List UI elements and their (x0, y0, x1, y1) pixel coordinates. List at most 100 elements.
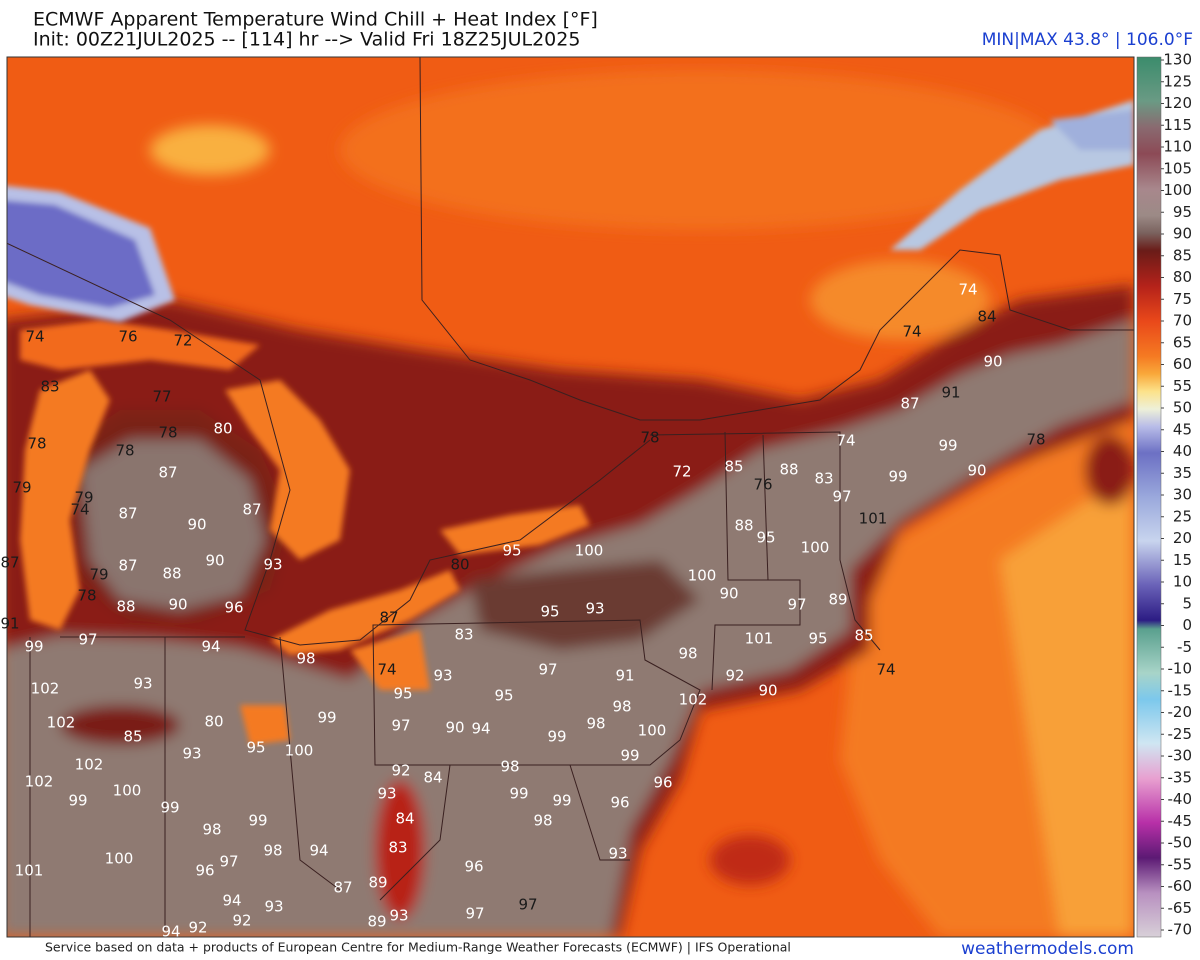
point-label: 85 (123, 728, 142, 746)
brand: weathermodels.com (961, 939, 1134, 959)
point-label: 97 (832, 488, 851, 506)
point-label: 95 (502, 542, 521, 560)
point-label: 94 (222, 892, 241, 910)
point-label: 87 (333, 879, 352, 897)
point-label: 74 (902, 323, 921, 341)
point-label: 99 (68, 792, 87, 810)
point-label: 99 (888, 468, 907, 486)
point-label: 90 (719, 585, 738, 603)
point-label: 95 (246, 739, 265, 757)
map (7, 57, 1134, 937)
point-label: 74 (25, 328, 44, 346)
point-label: 96 (195, 862, 214, 880)
colorbar-label: 10 (1173, 573, 1192, 591)
point-label: 89 (828, 591, 847, 609)
point-label: 87 (900, 395, 919, 413)
field (7, 70, 1134, 937)
colorbar-label: -55 (1168, 855, 1193, 873)
footer-credit: Service based on data + products of Euro… (45, 940, 791, 955)
point-label: 99 (938, 437, 957, 455)
point-label: 85 (854, 627, 873, 645)
point-label: 74 (876, 661, 895, 679)
point-label: 100 (113, 782, 142, 800)
point-label: 92 (391, 762, 410, 780)
point-label: 79 (74, 489, 93, 507)
point-label: 95 (540, 603, 559, 621)
point-label: 78 (1026, 431, 1045, 449)
point-label: 83 (40, 378, 59, 396)
colorbar-label: 125 (1163, 72, 1192, 90)
colorbar-label: 40 (1173, 442, 1192, 460)
point-label: 87 (118, 557, 137, 575)
point-label: 79 (12, 479, 31, 497)
point-label: 93 (585, 600, 604, 618)
point-label: 98 (586, 715, 605, 733)
colorbar-label: 100 (1163, 181, 1192, 199)
point-label: 99 (24, 638, 43, 656)
colorbar-label: 5 (1182, 594, 1192, 612)
point-label: 99 (620, 747, 639, 765)
colorbar-label: 70 (1173, 312, 1192, 330)
point-label: 99 (509, 785, 528, 803)
colorbar-label: 55 (1173, 377, 1192, 395)
colorbar-label: 85 (1173, 246, 1192, 264)
point-label: 88 (116, 598, 135, 616)
point-label: 100 (575, 542, 604, 560)
colorbar-label: 75 (1173, 290, 1192, 308)
point-label: 96 (464, 858, 483, 876)
point-label: 97 (787, 596, 806, 614)
colorbar-label: -10 (1168, 660, 1193, 678)
point-label: 80 (213, 420, 232, 438)
colorbar-label: -60 (1168, 877, 1193, 895)
colorbar-label: 110 (1163, 138, 1192, 156)
point-label: 78 (640, 429, 659, 447)
point-label: 102 (679, 691, 708, 709)
colorbar-label: 45 (1173, 420, 1192, 438)
point-label: 97 (518, 896, 537, 914)
point-label: 74 (70, 501, 89, 519)
point-label: 90 (187, 516, 206, 534)
boundaries (7, 57, 1134, 937)
point-label: 102 (25, 773, 54, 791)
point-label: 97 (219, 853, 238, 871)
point-label: 94 (471, 720, 490, 738)
point-label: 92 (232, 912, 251, 930)
map-frame (6, 56, 1135, 938)
point-label: 102 (47, 714, 76, 732)
min-max: MIN|MAX 43.8° | 106.0°F (982, 30, 1193, 50)
point-label: 91 (0, 615, 19, 633)
point-label: 92 (188, 919, 207, 937)
point-label: 88 (162, 565, 181, 583)
point-label: 98 (612, 698, 631, 716)
point-label: 93 (608, 845, 627, 863)
point-label: 95 (393, 685, 412, 703)
point-label: 90 (983, 353, 1002, 371)
colorbar-label: -30 (1168, 747, 1193, 765)
point-label: 91 (615, 667, 634, 685)
colorbar-label: -40 (1168, 790, 1193, 808)
point-label: 97 (391, 717, 410, 735)
point-label: 87 (118, 505, 137, 523)
point-label: 84 (977, 308, 996, 326)
point-label: 93 (389, 907, 408, 925)
point-label: 93 (433, 667, 452, 685)
colorbar (1136, 56, 1162, 938)
point-label: 78 (77, 587, 96, 605)
point-label: 99 (160, 799, 179, 817)
point-label: 98 (296, 650, 315, 668)
point-label: 100 (801, 539, 830, 557)
point-label: 101 (15, 862, 44, 880)
point-label: 72 (672, 463, 691, 481)
colorbar-label: 30 (1173, 486, 1192, 504)
point-label: 95 (756, 529, 775, 547)
colorbar-label: -70 (1168, 921, 1193, 939)
point-label: 100 (638, 722, 667, 740)
point-label: 88 (734, 517, 753, 535)
colorbar-ticks: 1301251201151101051009590858075706560555… (1161, 51, 1192, 939)
point-label: 76 (753, 476, 772, 494)
point-label: 88 (779, 461, 798, 479)
subtitle: Init: 00Z21JUL2025 -- [114] hr --> Valid… (33, 29, 580, 51)
point-label: 98 (202, 821, 221, 839)
point-label: 92 (725, 667, 744, 685)
point-label: 93 (264, 898, 283, 916)
